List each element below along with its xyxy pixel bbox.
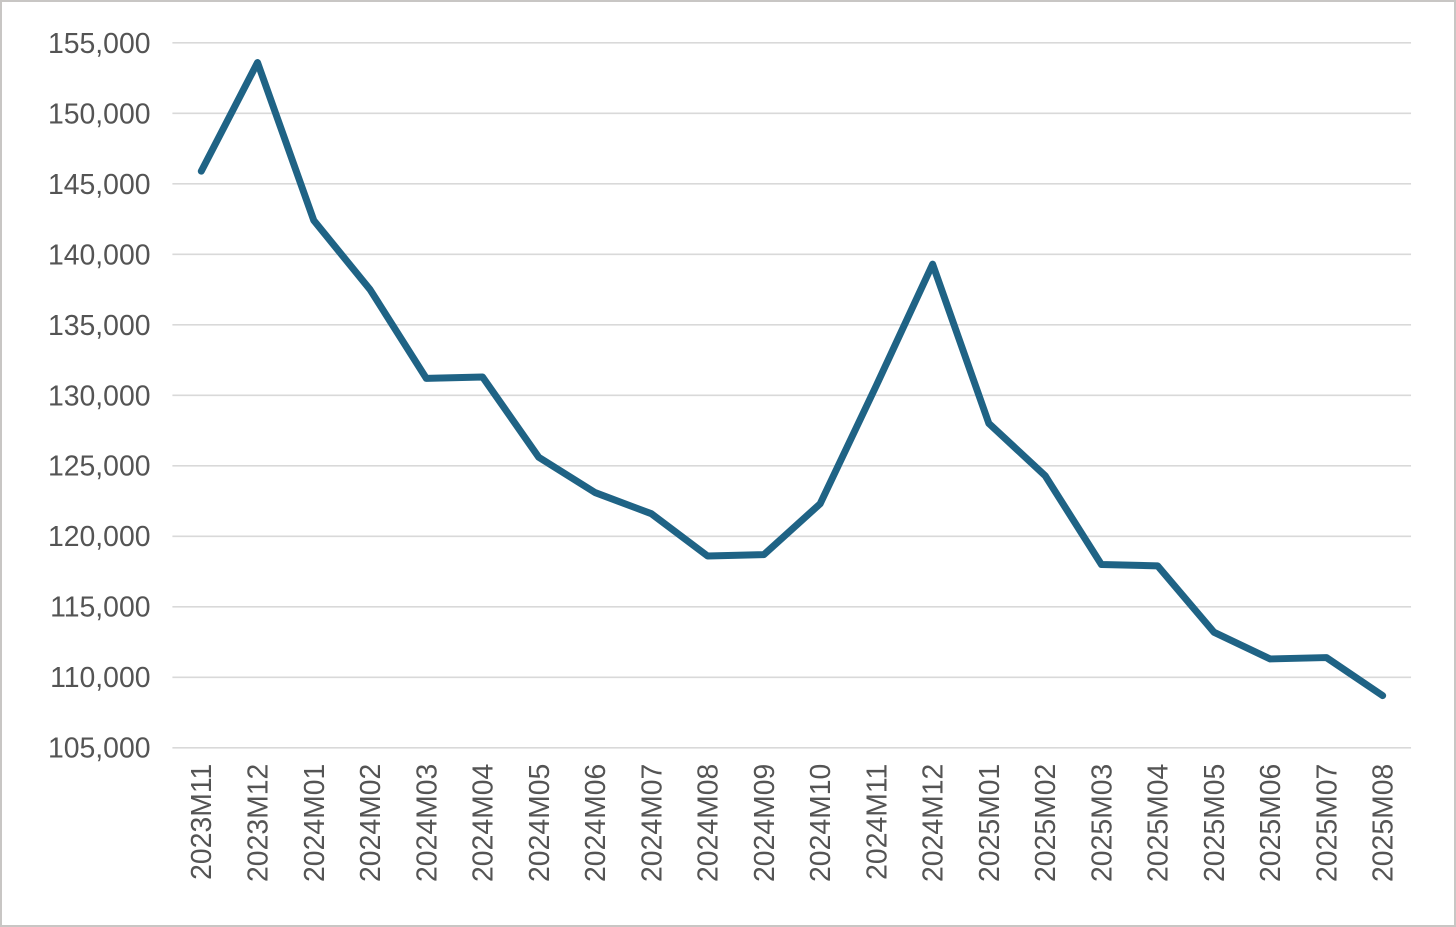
x-axis-tick-label: 2023M12: [242, 764, 274, 882]
x-axis-tick-label: 2024M07: [636, 764, 668, 882]
x-axis-tick-label: 2024M03: [411, 764, 443, 882]
x-axis-tick-label: 2025M01: [974, 764, 1006, 882]
x-axis-tick-label: 2024M10: [805, 764, 837, 882]
y-axis-tick-label: 105,000: [48, 733, 151, 765]
y-axis-tick-label: 115,000: [50, 592, 150, 624]
x-axis-tick-label: 2025M05: [1199, 764, 1231, 882]
x-axis-tick-label: 2025M04: [1143, 764, 1175, 882]
y-axis-tick-label: 130,000: [48, 380, 151, 412]
y-axis-tick-label: 125,000: [48, 451, 151, 483]
y-axis-tick-label: 135,000: [48, 310, 151, 342]
x-axis-tick-label: 2025M02: [1030, 764, 1062, 882]
data-line-series: [197, 59, 1387, 700]
y-axis-tick-label: 140,000: [48, 239, 151, 271]
x-axis-tick-label: 2024M01: [299, 764, 331, 882]
x-axis-tick-label: 2024M06: [580, 764, 612, 882]
x-axis-tick-label: 2024M09: [749, 764, 781, 882]
y-axis-tick-label: 145,000: [48, 169, 151, 201]
x-axis-tick-label: 2025M06: [1255, 764, 1287, 882]
x-axis-tick-label: 2024M11: [861, 764, 893, 880]
y-axis-tick-label: 150,000: [48, 98, 151, 130]
x-axis-tick-label: 2025M07: [1311, 764, 1343, 882]
x-axis-tick-label: 2025M03: [1086, 764, 1118, 882]
y-axis-tick-label: 155,000: [48, 28, 151, 60]
y-axis-tick-label: 120,000: [48, 521, 151, 553]
x-axis-tick-label: 2024M08: [693, 764, 725, 882]
x-axis-tick-label: 2024M04: [468, 764, 500, 882]
x-axis-tick-label: 2024M05: [524, 764, 556, 882]
x-axis-tick-label: 2025M08: [1368, 764, 1400, 882]
x-axis-tick-label: 2024M12: [918, 764, 950, 882]
x-axis-tick-label: 2023M11: [186, 764, 218, 880]
y-axis-tick-label: 110,000: [50, 662, 150, 694]
x-axis-tick-label: 2024M02: [355, 764, 387, 882]
